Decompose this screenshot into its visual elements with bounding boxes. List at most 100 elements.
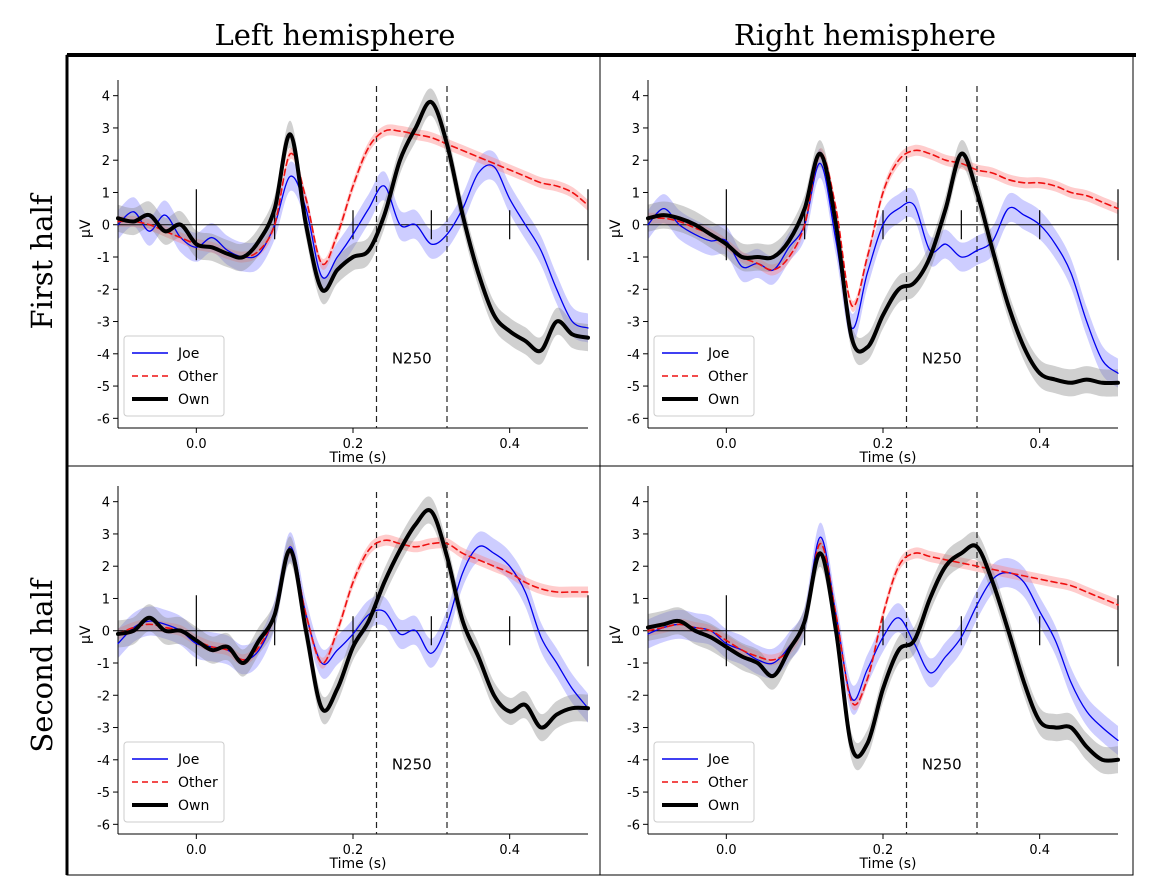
legend-label-own: Own xyxy=(178,798,209,814)
y-axis-label: µV xyxy=(608,219,624,238)
x-axis-label: Time (s) xyxy=(329,856,387,872)
y-tick-label: -5 xyxy=(627,786,640,801)
legend-label-own: Own xyxy=(178,392,209,408)
x-tick-label: 0.0 xyxy=(186,437,207,452)
y-tick-label: 1 xyxy=(632,186,640,201)
y-tick-label: -4 xyxy=(627,754,640,769)
n250-label: N250 xyxy=(922,349,962,367)
series-line-other xyxy=(647,542,1119,706)
x-tick-label: 0.2 xyxy=(873,437,894,452)
y-tick-label: 2 xyxy=(632,560,640,575)
confidence-band-own xyxy=(648,531,1118,775)
legend-box xyxy=(123,741,225,823)
x-axis-label: Time (s) xyxy=(329,450,387,466)
confidence-band-own xyxy=(648,140,1118,397)
y-tick-label: -3 xyxy=(97,316,110,331)
x-tick-label: 0.0 xyxy=(716,437,737,452)
confidence-band-own xyxy=(118,496,588,742)
y-tick-label: 3 xyxy=(102,528,110,543)
y-tick-label: -6 xyxy=(627,412,640,427)
y-tick-label: -6 xyxy=(97,412,110,427)
series-line-own xyxy=(646,543,1120,763)
n250-label: N250 xyxy=(392,755,432,773)
y-tick-label: -3 xyxy=(97,722,110,737)
legend-label-other: Other xyxy=(178,775,218,791)
y-axis-label: µV xyxy=(78,219,94,238)
y-tick-label: 1 xyxy=(632,592,640,607)
y-tick-label: 0 xyxy=(632,625,640,640)
x-tick-label: 0.2 xyxy=(343,437,364,452)
n250-label: N250 xyxy=(392,349,432,367)
legend-label-joe: Joe xyxy=(707,346,729,362)
x-tick-label: 0.2 xyxy=(343,843,364,858)
chart-panel-4: 4 3 2 1 0 -1 -2 -3 -4 -5 -6 0.0 0.2 0.4 Time (s) µV N250… xyxy=(608,486,1120,872)
y-axis-label: µV xyxy=(608,625,624,644)
y-tick-label: -6 xyxy=(97,818,110,833)
legend-label-joe: Joe xyxy=(177,346,199,362)
y-tick-label: -1 xyxy=(97,657,110,672)
series-line-own xyxy=(646,151,1120,386)
series-line-joe xyxy=(117,164,589,329)
y-tick-label: -2 xyxy=(627,283,640,298)
y-tick-label: -1 xyxy=(97,251,110,266)
y-tick-label: -4 xyxy=(97,348,110,363)
legend-box xyxy=(653,335,755,417)
series-line-joe xyxy=(647,162,1119,374)
y-tick-label: 3 xyxy=(632,122,640,137)
y-axis-label: µV xyxy=(78,625,94,644)
y-tick-label: -1 xyxy=(627,657,640,672)
y-tick-label: 0 xyxy=(102,219,110,234)
y-tick-label: -2 xyxy=(97,689,110,704)
y-tick-label: -2 xyxy=(627,689,640,704)
y-tick-label: 4 xyxy=(632,90,640,105)
y-tick-label: 3 xyxy=(102,122,110,137)
x-tick-label: 0.4 xyxy=(499,437,520,452)
confidence-band-own xyxy=(118,88,588,365)
y-tick-label: 3 xyxy=(632,528,640,543)
y-tick-label: 2 xyxy=(632,154,640,169)
legend-label-joe: Joe xyxy=(177,752,199,768)
legend-box xyxy=(123,335,225,417)
y-tick-label: 1 xyxy=(102,186,110,201)
n250-label: N250 xyxy=(922,755,962,773)
chart-panel-3: 4 3 2 1 0 -1 -2 -3 -4 -5 -6 0.0 0.2 0.4 Time (s) µV N250… xyxy=(78,486,590,872)
y-tick-label: 2 xyxy=(102,560,110,575)
x-tick-label: 0.2 xyxy=(873,843,894,858)
legend-label-own: Own xyxy=(708,798,739,814)
y-tick-label: -5 xyxy=(97,380,110,395)
y-tick-label: 1 xyxy=(102,592,110,607)
x-tick-label: 0.4 xyxy=(499,843,520,858)
confidence-band-other xyxy=(648,144,1118,313)
x-tick-label: 0.0 xyxy=(186,843,207,858)
x-axis-label: Time (s) xyxy=(859,450,917,466)
series-line-joe xyxy=(647,536,1119,742)
series-line-own xyxy=(116,100,590,354)
y-tick-label: 4 xyxy=(102,90,110,105)
legend-label-own: Own xyxy=(708,392,739,408)
legend-label-joe: Joe xyxy=(707,752,729,768)
y-tick-label: 0 xyxy=(102,625,110,640)
x-axis-label: Time (s) xyxy=(859,856,917,872)
y-tick-label: -2 xyxy=(97,283,110,298)
y-tick-label: -5 xyxy=(627,380,640,395)
chart-panel-1: 4 3 2 1 0 -1 -2 -3 -4 -5 -6 0.0 0.2 0.4 Time (s) µV N250… xyxy=(78,80,590,466)
legend-box xyxy=(653,741,755,823)
y-tick-label: -1 xyxy=(627,251,640,266)
y-tick-label: -3 xyxy=(627,316,640,331)
y-tick-label: 4 xyxy=(632,496,640,511)
column-header-right: Right hemisphere xyxy=(733,18,997,52)
legend-label-other: Other xyxy=(708,775,748,791)
confidence-band-joe xyxy=(648,148,1118,388)
y-tick-label: 0 xyxy=(632,219,640,234)
x-tick-label: 0.4 xyxy=(1029,437,1050,452)
y-tick-label: -3 xyxy=(627,722,640,737)
y-tick-label: -4 xyxy=(97,754,110,769)
y-tick-label: -5 xyxy=(97,786,110,801)
series-line-own xyxy=(116,508,590,730)
chart-panel-2: 4 3 2 1 0 -1 -2 -3 -4 -5 -6 0.0 0.2 0.4 Time (s) µV N250… xyxy=(608,80,1120,466)
legend-label-other: Other xyxy=(708,369,748,385)
y-tick-label: -6 xyxy=(627,818,640,833)
confidence-band-joe xyxy=(118,150,588,343)
y-tick-label: 4 xyxy=(102,496,110,511)
